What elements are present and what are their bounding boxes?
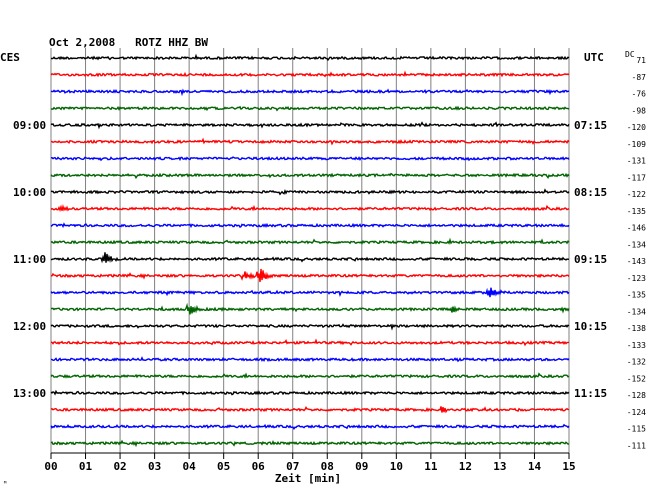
trace-line: [51, 268, 570, 283]
x-tick-label: 10: [390, 460, 403, 473]
utc-hour-label: 11:15: [574, 387, 607, 400]
trace-line: [50, 70, 570, 78]
dc-offset-value: -133: [627, 341, 646, 350]
utc-hour-label: 08:15: [574, 186, 607, 199]
dc-offset-value: -138: [627, 324, 646, 333]
local-hour-label: 11:00: [13, 253, 46, 266]
local-hour-label: 10:00: [13, 186, 46, 199]
trace-line: [50, 439, 570, 448]
dc-offset-value: -135: [627, 291, 646, 300]
trace-line: [50, 188, 570, 196]
minute-grid: [50, 48, 570, 459]
local-timezone-label: CES: [0, 51, 20, 64]
trace-line: [50, 405, 570, 414]
dc-offset-value: -98: [632, 106, 647, 115]
trace-line: [50, 222, 570, 229]
trace-line: [50, 252, 570, 264]
dc-offset-value: -87: [632, 73, 647, 82]
x-tick-label: 01: [79, 460, 93, 473]
dc-offset-value: -143: [627, 257, 646, 266]
utc-hour-label: 09:15: [574, 253, 607, 266]
x-axis-label: Zeit [min]: [275, 472, 341, 485]
dc-offset-value: -134: [627, 240, 646, 249]
dc-offset-value: -135: [627, 207, 646, 216]
dc-offset-value: -117: [627, 173, 646, 182]
x-tick-label: 00: [44, 460, 57, 473]
dc-offset-value: -123: [627, 274, 646, 283]
x-tick-label: 02: [113, 460, 126, 473]
trace-line: [50, 203, 570, 213]
local-hour-label: 13:00: [13, 387, 46, 400]
x-tick-label: 06: [252, 460, 266, 473]
dc-offset-value: -115: [627, 425, 646, 434]
trace-line: [50, 237, 570, 245]
x-tick-label: 07: [286, 460, 299, 473]
x-tick-label: 05: [217, 460, 230, 473]
trace-line: [51, 156, 570, 162]
x-tick-label: 09: [355, 460, 368, 473]
dc-offset-value: -122: [627, 190, 646, 199]
local-hour-label: 09:00: [13, 119, 46, 132]
trace-line: [50, 302, 570, 315]
trace-line: [50, 323, 570, 331]
trace-line: [50, 105, 570, 112]
x-tick-label: 14: [528, 460, 542, 473]
utc-hour-label: 10:15: [574, 320, 607, 333]
x-tick-label: 15: [562, 460, 575, 473]
trace-line: [50, 88, 570, 97]
dc-offset-value: -109: [627, 140, 646, 149]
trace-line: [50, 338, 569, 347]
local-hour-label: 12:00: [13, 320, 46, 333]
dc-offset-value: -152: [627, 374, 646, 383]
dc-offset-value: -128: [627, 391, 646, 400]
dc-offset-value: -124: [627, 408, 646, 417]
dc-offset-value: -120: [627, 123, 646, 132]
seismic-traces: [50, 53, 570, 448]
dc-offset-value: -111: [627, 441, 646, 450]
trace-line: [50, 389, 570, 396]
trace-line: [50, 287, 570, 298]
dc-offset-value: -131: [627, 157, 646, 166]
trace-line: [50, 53, 570, 62]
trace-line: [50, 423, 570, 430]
trace-line: [50, 137, 570, 146]
x-tick-label: 04: [183, 460, 197, 473]
trace-line: [50, 121, 570, 130]
dc-offset-value: 71: [636, 56, 646, 65]
dc-offset-header: DC: [625, 50, 635, 59]
trace-line: [50, 172, 570, 180]
labels-layer: 00 01 02 03 04 05 06 07 08 09 10 11 12 13 14 15 09:00 10:…: [13, 56, 646, 473]
utc-timezone-label: UTC: [584, 51, 604, 64]
dc-offset-value: -146: [627, 224, 646, 233]
x-tick-label: 13: [493, 460, 506, 473]
utc-hour-label: 07:15: [574, 119, 607, 132]
x-tick-label: 08: [321, 460, 334, 473]
trace-line: [50, 356, 570, 363]
footnote-mark: ᴹ: [3, 480, 7, 488]
dc-offset-value: -134: [627, 307, 646, 316]
dc-offset-value: -132: [627, 358, 646, 367]
plot-title: Oct 2,2008 ROTZ HHZ BW: [49, 36, 208, 49]
trace-line: [50, 372, 570, 379]
x-tick-label: 12: [459, 460, 472, 473]
x-tick-label: 11: [424, 460, 438, 473]
dc-offset-value: -76: [632, 90, 647, 99]
x-tick-label: 03: [148, 460, 161, 473]
